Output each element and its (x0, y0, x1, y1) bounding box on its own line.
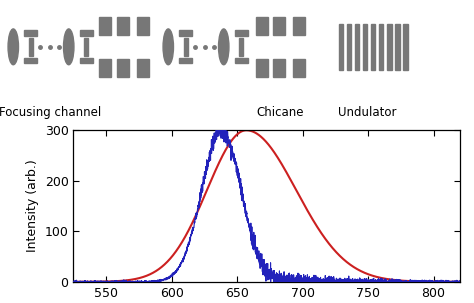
Bar (239, 38, 243, 56)
Bar (80, 58, 93, 63)
Ellipse shape (219, 29, 229, 65)
Bar (273, 59, 284, 77)
Text: Undulator: Undulator (338, 106, 397, 119)
Bar (24, 30, 37, 36)
Bar (184, 38, 188, 56)
Bar (118, 17, 129, 35)
Bar (363, 24, 367, 70)
Bar (355, 24, 359, 70)
Text: Chicane: Chicane (256, 106, 303, 119)
Bar (256, 59, 267, 77)
Bar (347, 24, 351, 70)
Bar (395, 24, 400, 70)
Ellipse shape (64, 29, 74, 65)
Bar (379, 24, 383, 70)
Bar (235, 58, 248, 63)
Bar (118, 59, 129, 77)
Bar (29, 38, 33, 56)
Text: Focusing channel: Focusing channel (0, 106, 101, 119)
Bar (137, 59, 149, 77)
Bar (24, 58, 37, 63)
Bar (179, 58, 192, 63)
Ellipse shape (163, 29, 173, 65)
Bar (273, 17, 284, 35)
Bar (179, 30, 192, 36)
Bar (235, 30, 248, 36)
Bar (403, 24, 408, 70)
Bar (371, 24, 375, 70)
Bar (387, 24, 392, 70)
Bar (293, 17, 305, 35)
Bar (80, 30, 93, 36)
Bar (84, 38, 88, 56)
Bar (137, 17, 149, 35)
Bar (339, 24, 343, 70)
Y-axis label: Intensity (arb.): Intensity (arb.) (26, 160, 39, 252)
Bar (100, 17, 111, 35)
Bar (100, 59, 111, 77)
Ellipse shape (8, 29, 18, 65)
Bar (256, 17, 267, 35)
Bar (293, 59, 305, 77)
